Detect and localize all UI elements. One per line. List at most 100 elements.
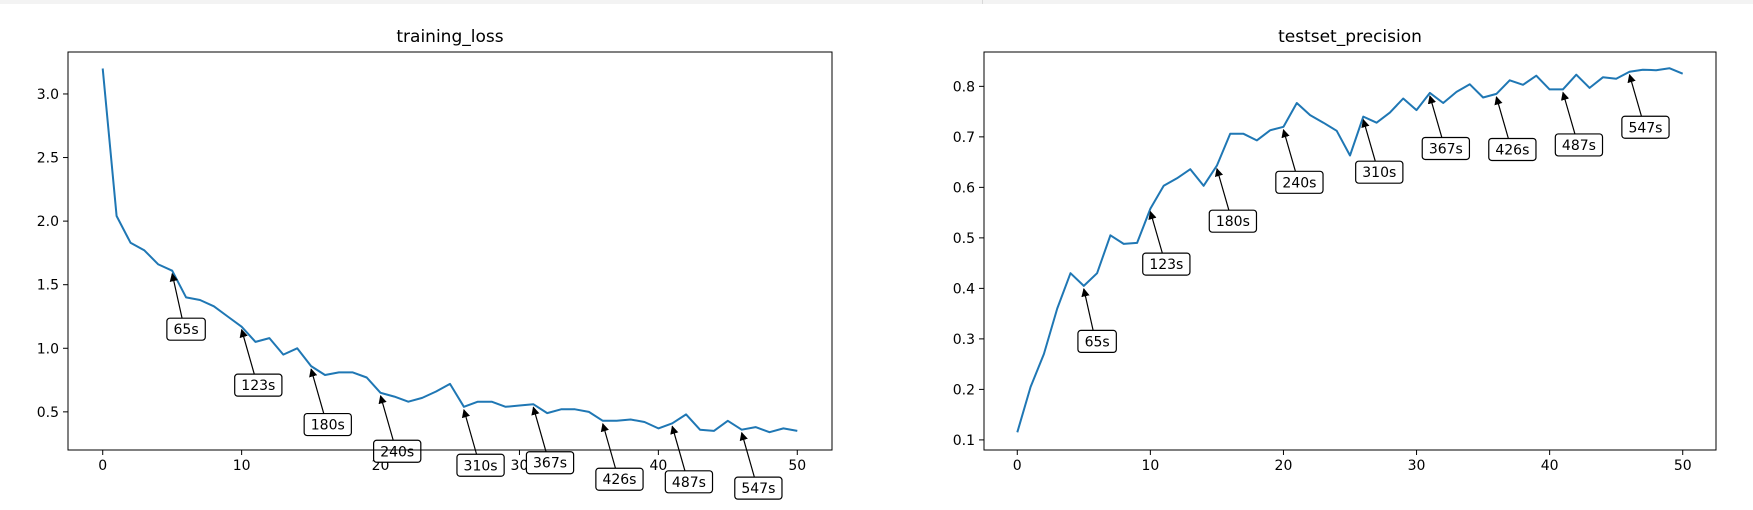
training-loss-annotation-arrow <box>239 328 255 375</box>
testset-precision-annotation-box <box>1208 209 1258 233</box>
testset-precision-annotation: 547s <box>1621 73 1670 139</box>
training-loss-xtick-label: 10 <box>233 458 251 474</box>
training-loss-axes-frame <box>67 51 833 451</box>
testset-precision-axes-frame <box>983 51 1717 451</box>
training-loss-annotation-arrow <box>531 406 547 452</box>
toolbar-divider <box>982 0 983 4</box>
training-loss-ytick-label: 2.5 <box>37 151 59 167</box>
testset-precision-annotation-arrow <box>1081 288 1094 331</box>
testset-precision-annotation: 367s <box>1421 95 1471 161</box>
testset-precision-xtick-label: 10 <box>1141 458 1159 474</box>
testset-precision-xtick-label: 50 <box>1674 458 1692 474</box>
training-loss-annotation-box <box>373 439 422 463</box>
testset-precision-annotation-arrow <box>1148 210 1163 254</box>
testset-precision-annotation-box <box>1621 115 1670 139</box>
testset-precision-annotation-label: 180s <box>1216 214 1250 230</box>
testset-precision-annotation: 426s <box>1488 96 1537 162</box>
testset-precision-annotation-label: 487s <box>1562 138 1596 154</box>
testset-precision-annotation-box <box>1275 170 1324 194</box>
training-loss-annotation: 65s <box>166 272 206 341</box>
training-loss-annotation: 367s <box>525 406 575 475</box>
training-loss-annotation-box <box>456 453 505 477</box>
testset-precision-annotation: 487s <box>1554 91 1604 157</box>
testset-precision-ytick-label: 0.5 <box>953 231 975 247</box>
testset-precision-annotation: 240s <box>1275 128 1324 194</box>
training-loss-xtick-label: 50 <box>788 458 806 474</box>
testset-precision-annotation-arrow <box>1627 73 1643 117</box>
testset-precision-annotation-box <box>1077 329 1117 354</box>
training-loss-ytick-label: 3.0 <box>37 87 59 103</box>
training-loss-annotation-arrow <box>461 408 478 455</box>
testset-precision-xtick-label: 0 <box>1013 458 1022 474</box>
testset-precision-annotation-box <box>1554 133 1604 157</box>
testset-precision-annotation-label: 426s <box>1495 142 1529 158</box>
testset-precision-annotation-box <box>1421 136 1471 161</box>
training-loss-ytick-label: 1.0 <box>37 341 59 357</box>
training-loss-annotation-box <box>664 470 714 494</box>
testset-precision-xtick-label: 20 <box>1275 458 1293 474</box>
testset-precision-xtick-label: 40 <box>1541 458 1559 474</box>
training-loss-series-line <box>101 68 798 434</box>
training-loss-annotation-arrow <box>739 431 755 478</box>
testset-precision-annotation-arrow <box>1281 128 1297 172</box>
training-loss-annotation-label: 240s <box>380 444 414 460</box>
testset-precision-ytick-label: 0.6 <box>953 180 975 196</box>
testset-precision-ytick-label: 0.2 <box>953 382 975 398</box>
training-loss-annotation: 240s <box>373 394 422 463</box>
testset-precision-annotation: 180s <box>1208 167 1258 233</box>
testset-precision-ytick-label: 0.4 <box>953 281 975 297</box>
training-loss-annotation-box <box>234 373 283 397</box>
training-loss-annotation-arrow <box>378 394 394 441</box>
testset-precision-ytick-label: 0.1 <box>953 433 975 449</box>
top-toolbar-strip <box>0 0 1753 4</box>
testset-precision-annotation-label: 547s <box>1628 120 1662 136</box>
testset-precision-ytick-label: 0.8 <box>953 79 975 95</box>
training-loss-annotation-label: 367s <box>533 456 567 472</box>
testset-precision-annotation: 310s <box>1355 118 1404 184</box>
training-loss-annotation-arrow <box>600 422 617 469</box>
training-loss-xtick-label: 0 <box>98 458 107 474</box>
testset-precision-annotation: 123s <box>1142 210 1191 276</box>
testset-precision-xtick-label: 30 <box>1408 458 1426 474</box>
training-loss-xtick-label: 30 <box>511 458 529 474</box>
testset-precision-title: testset_precision <box>1278 27 1422 47</box>
training-loss-annotation: 123s <box>234 328 283 397</box>
training-loss-annotation-box <box>166 317 206 341</box>
training-loss-annotation-label: 426s <box>602 472 636 488</box>
training-loss-annotation-arrow <box>670 425 686 471</box>
testset-precision-annotation-label: 65s <box>1085 334 1110 350</box>
training-loss-title: training_loss <box>396 27 503 47</box>
training-loss-annotation: 547s <box>734 431 783 500</box>
training-loss-annotation-box <box>734 476 783 500</box>
training-loss-annotation-box <box>525 451 575 475</box>
training-loss-ytick-label: 1.5 <box>37 278 59 294</box>
testset-precision-ytick-label: 0.7 <box>953 130 975 146</box>
testset-precision-annotation-box <box>1142 252 1191 276</box>
testset-precision-annotation-arrow <box>1427 95 1443 138</box>
testset-precision-annotation-label: 367s <box>1429 141 1463 157</box>
testset-precision-annotation-box <box>1355 160 1404 184</box>
testset-precision-ytick-label: 0.3 <box>953 332 975 348</box>
testset-precision-annotation-label: 310s <box>1362 165 1396 181</box>
testset-precision-annotation-arrow <box>1561 91 1576 135</box>
training-loss-annotation-arrow <box>169 272 183 319</box>
training-loss-annotation-box <box>303 412 352 437</box>
training-loss-annotation: 180s <box>303 368 352 437</box>
training-loss-annotation-arrow <box>309 368 325 414</box>
training-loss-ytick-label: 2.0 <box>37 214 59 230</box>
training-loss-annotation: 487s <box>664 425 714 494</box>
testset-precision-annotation-arrow <box>1361 118 1376 162</box>
training-loss-annotation-label: 123s <box>241 378 275 394</box>
training-loss-xtick-label: 40 <box>649 458 667 474</box>
testset-precision-annotation-label: 123s <box>1149 257 1183 273</box>
testset-precision-annotation-arrow <box>1494 96 1509 139</box>
training-loss-annotation-label: 487s <box>672 475 706 491</box>
training-loss-annotation: 426s <box>595 422 644 491</box>
testset-precision-annotation: 65s <box>1077 288 1117 354</box>
training-loss-annotation-box <box>595 467 644 491</box>
training-loss-annotation-label: 547s <box>741 481 775 497</box>
training-loss-annotation-label: 65s <box>174 322 199 338</box>
testset-precision-series-line <box>1016 67 1684 433</box>
